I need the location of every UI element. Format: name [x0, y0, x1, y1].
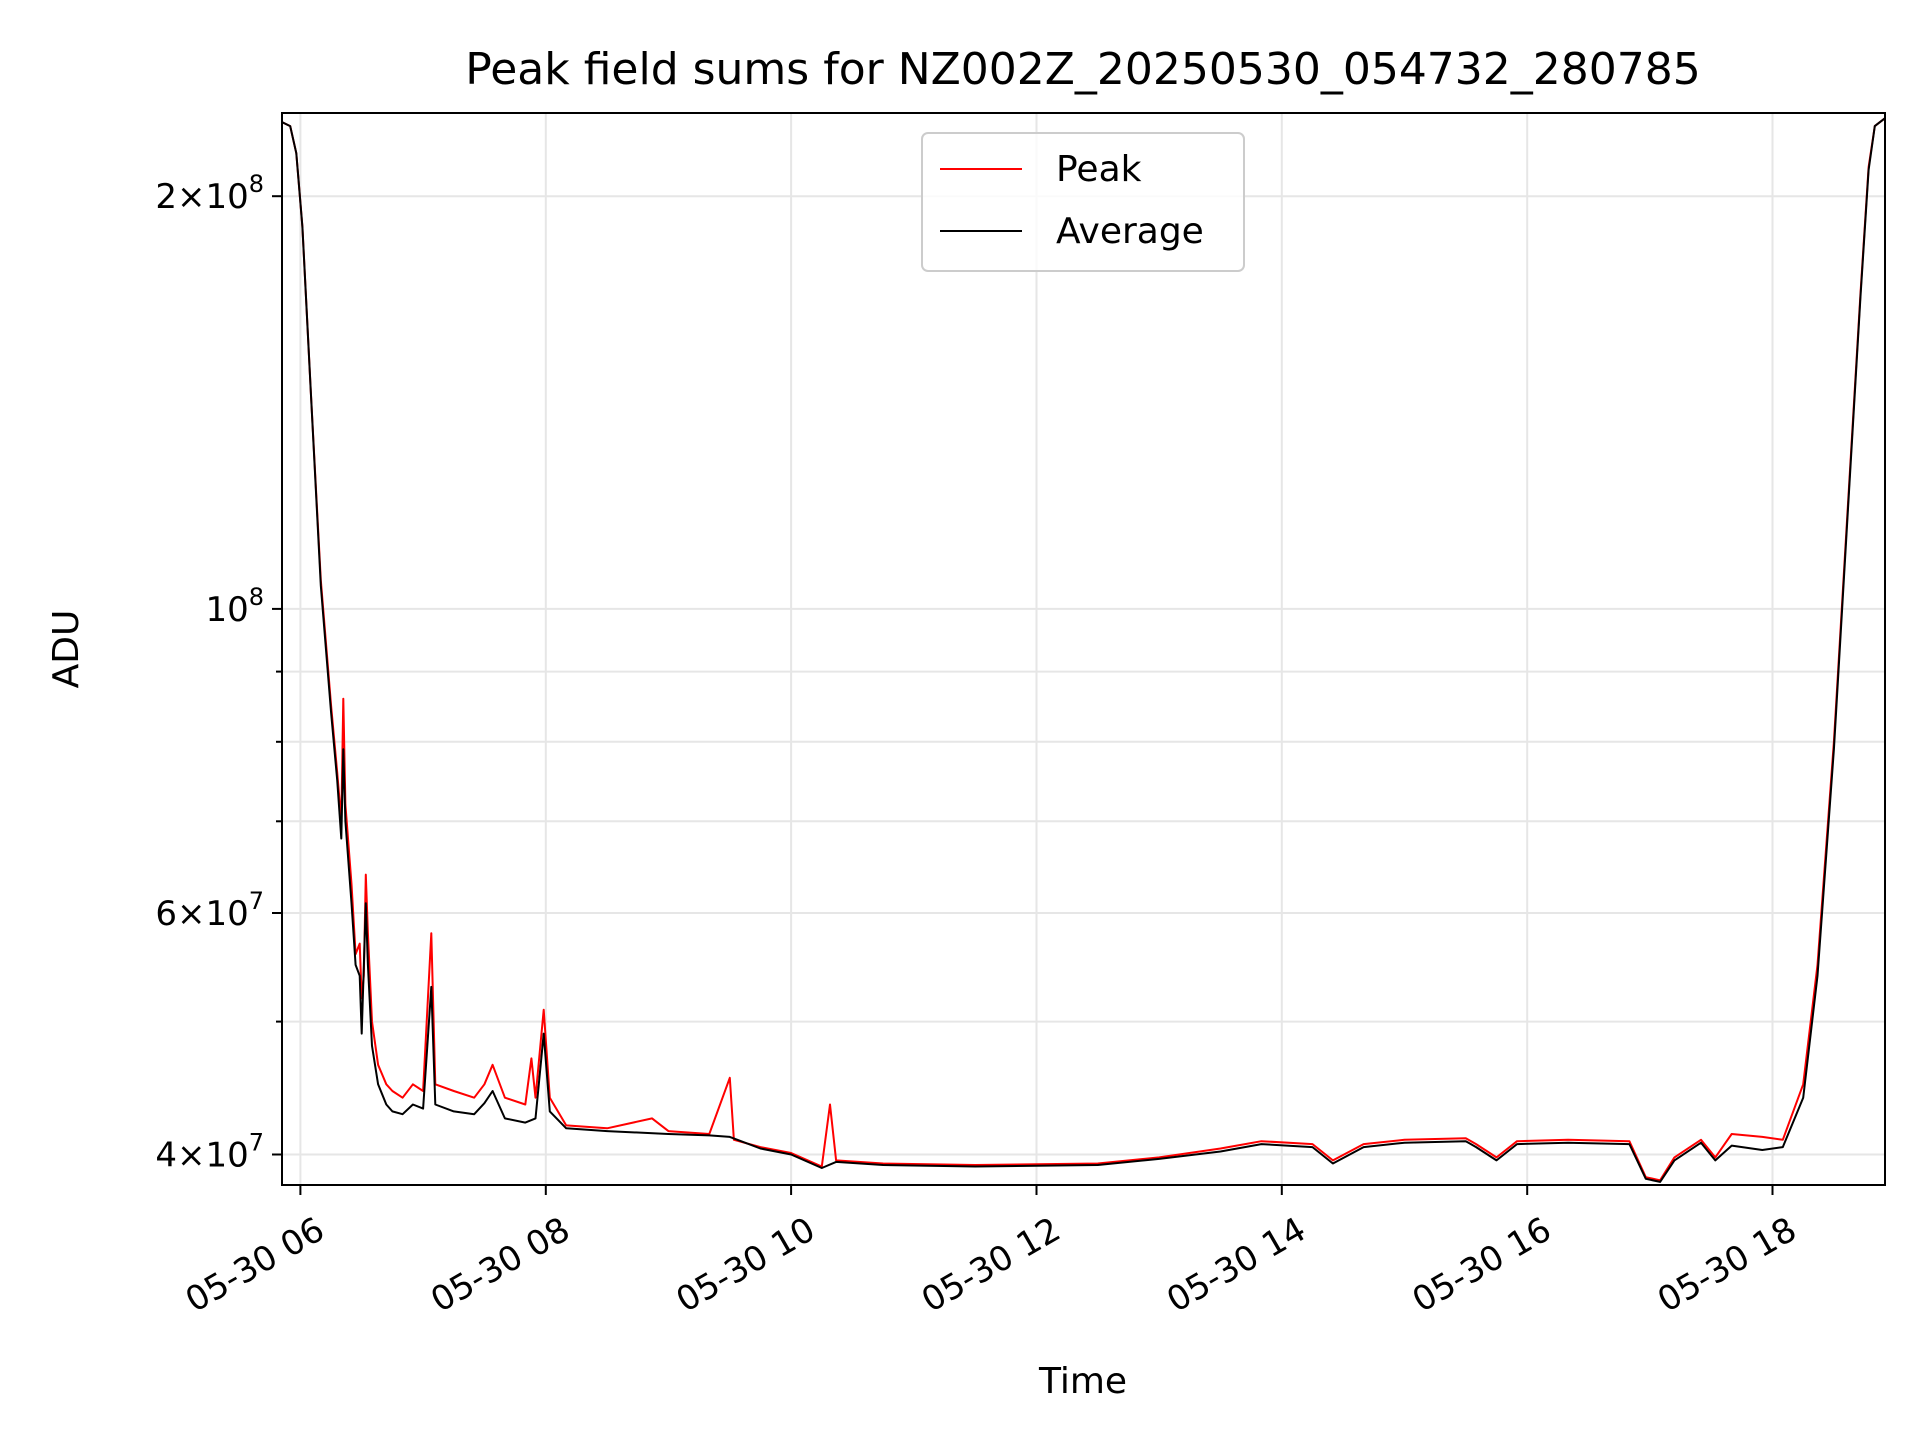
x-axis-label: Time [1038, 1361, 1127, 1402]
legend-label-average: Average [1056, 211, 1204, 252]
series-lines [282, 117, 1885, 1183]
y-tick-label: 4×107 [155, 1129, 264, 1176]
series-line-average [282, 117, 1885, 1183]
chart-title: Peak field sums for NZ002Z_20250530_0547… [465, 44, 1701, 95]
series-line-peak [282, 117, 1885, 1182]
legend-box [921, 132, 1245, 272]
legend: Peak Average [921, 132, 1245, 272]
y-axis-label: ADU [46, 610, 87, 689]
y-tick-label: 2×108 [155, 170, 264, 217]
plot-area-frame [281, 112, 1886, 1186]
y-tick-label: 6×107 [155, 887, 264, 934]
legend-label-peak: Peak [1056, 149, 1142, 190]
